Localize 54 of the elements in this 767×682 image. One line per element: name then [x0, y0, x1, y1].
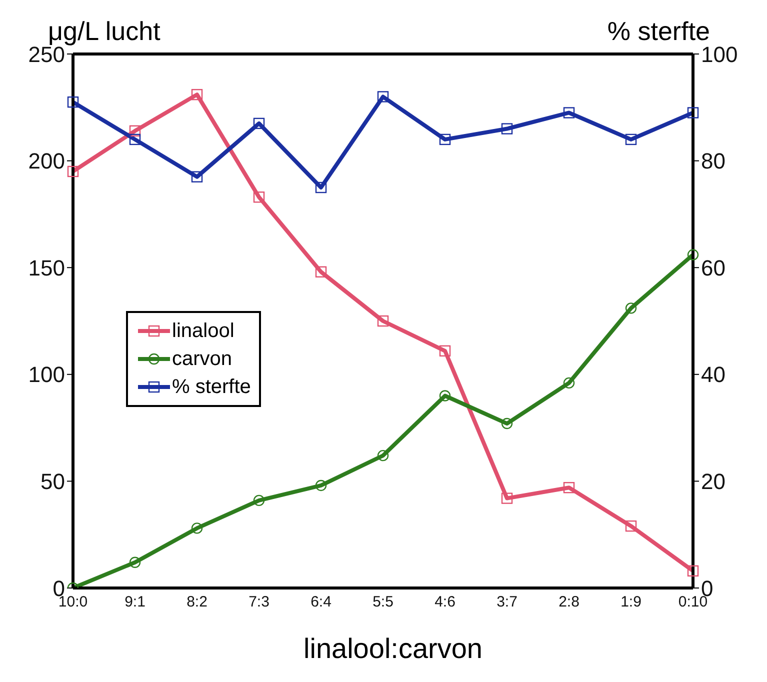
legend-label: linalool — [172, 320, 234, 342]
point — [129, 134, 141, 146]
x-tick-label: 1:9 — [620, 594, 642, 611]
point — [625, 520, 637, 532]
legend-label: carvon — [172, 348, 232, 370]
point — [439, 390, 451, 402]
x-tick-label: 8:2 — [186, 594, 208, 611]
point — [67, 166, 79, 178]
x-tick-label: 9:1 — [124, 594, 146, 611]
point — [501, 123, 513, 134]
point — [687, 107, 699, 118]
point — [563, 107, 575, 118]
point — [687, 249, 699, 260]
point — [129, 556, 141, 568]
point — [563, 482, 575, 494]
point — [563, 377, 575, 389]
point — [377, 315, 389, 327]
legend-label: % sterfte — [172, 376, 251, 398]
point — [439, 345, 451, 357]
point — [501, 418, 513, 430]
y2-tick-label: 40 — [701, 362, 726, 388]
x-tick-label: 3:7 — [496, 594, 518, 611]
point — [439, 134, 451, 146]
x-tick-label: 5:5 — [372, 594, 394, 611]
point — [129, 125, 141, 136]
x-tick-label: 7:3 — [248, 594, 270, 611]
point — [625, 302, 637, 314]
x-axis-title: linalool:carvon — [302, 633, 484, 665]
y-tick-label: 100 — [28, 362, 65, 388]
point — [253, 118, 265, 130]
point — [191, 88, 203, 100]
x-tick-label: 2:8 — [558, 594, 580, 611]
point — [625, 134, 637, 146]
point — [191, 522, 203, 534]
x-tick-label: 6:4 — [310, 594, 332, 611]
point — [315, 266, 327, 278]
point — [377, 91, 389, 102]
y2-tick-label: 60 — [701, 255, 726, 280]
point — [67, 96, 79, 108]
y-tick-label: 200 — [28, 148, 65, 174]
point — [501, 492, 513, 504]
point — [191, 171, 203, 182]
point — [687, 565, 699, 577]
point — [253, 192, 265, 203]
y-tick-label: 150 — [28, 255, 65, 280]
point — [315, 480, 327, 492]
x-tick-label: 4:6 — [434, 594, 456, 611]
point — [253, 494, 265, 506]
point — [377, 450, 389, 462]
y-axis-title: μg/L lucht — [48, 16, 160, 46]
y2-tick-label: 20 — [701, 469, 726, 494]
y-tick-label: 50 — [40, 469, 65, 494]
y2-tick-label: 80 — [701, 148, 726, 174]
point — [315, 182, 327, 194]
